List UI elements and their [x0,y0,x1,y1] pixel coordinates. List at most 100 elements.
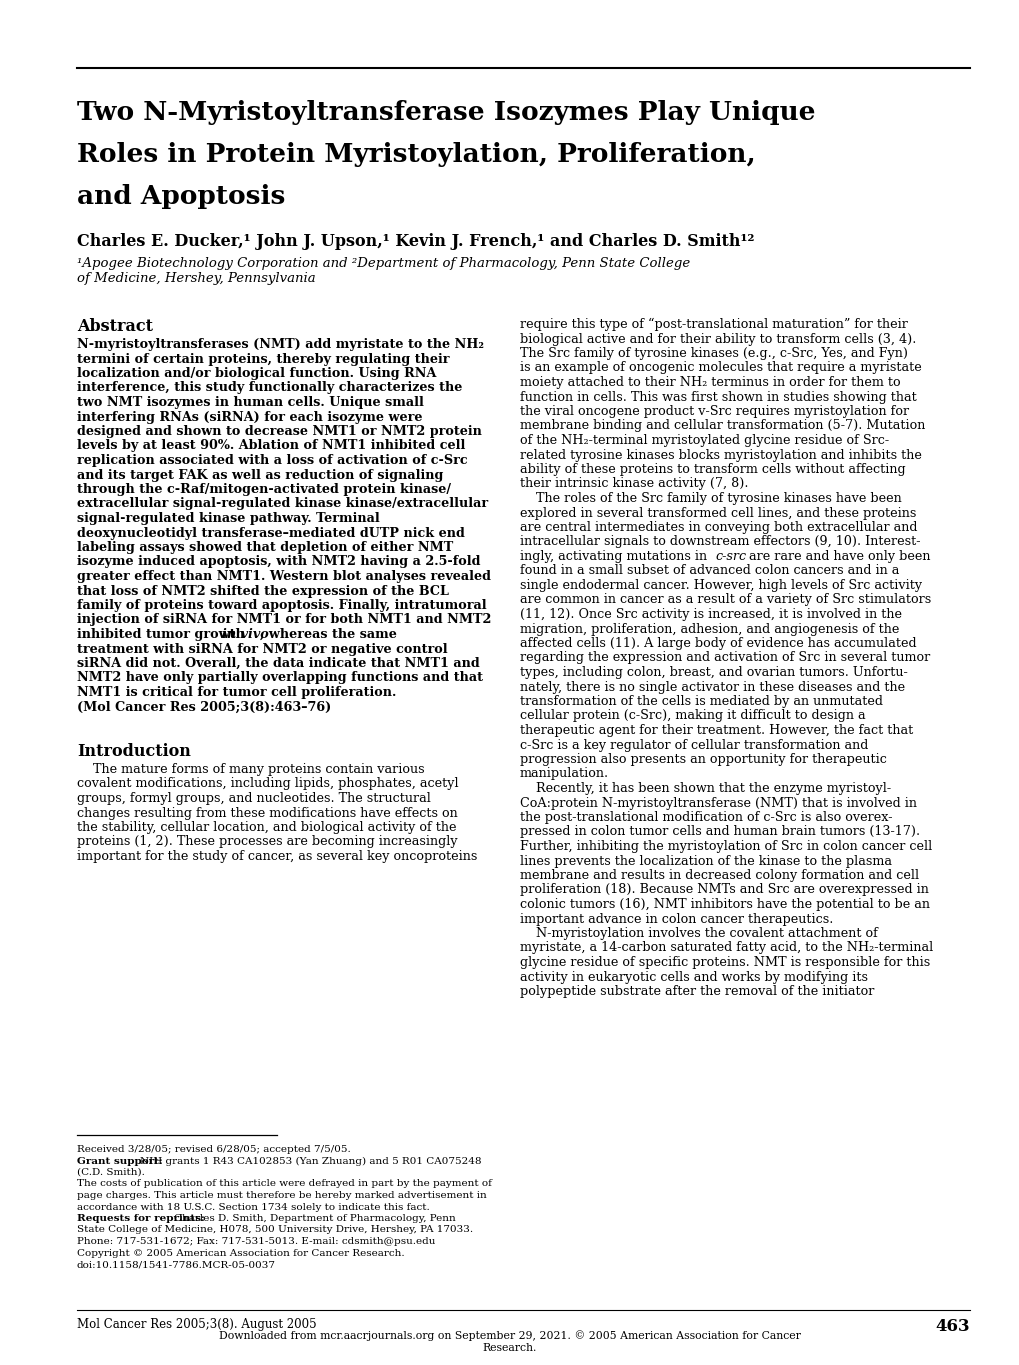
Text: groups, formyl groups, and nucleotides. The structural: groups, formyl groups, and nucleotides. … [76,792,430,805]
Text: interfering RNAs (siRNA) for each isozyme were: interfering RNAs (siRNA) for each isozym… [76,411,422,423]
Text: inhibited tumor growth: inhibited tumor growth [76,628,249,642]
Text: Copyright © 2005 American Association for Cancer Research.: Copyright © 2005 American Association fo… [76,1249,405,1257]
Text: migration, proliferation, adhesion, and angiogenesis of the: migration, proliferation, adhesion, and … [520,622,899,636]
Text: termini of certain proteins, thereby regulating their: termini of certain proteins, thereby reg… [76,352,449,366]
Text: Research.: Research. [482,1343,537,1353]
Text: deoxynucleotidyl transferase–mediated dUTP nick end: deoxynucleotidyl transferase–mediated dU… [76,527,465,539]
Text: 463: 463 [934,1319,969,1335]
Text: , whereas the same: , whereas the same [260,628,396,642]
Text: moiety attached to their NH₂ terminus in order for them to: moiety attached to their NH₂ terminus in… [520,375,900,389]
Text: require this type of “post-translational maturation” for their: require this type of “post-translational… [520,318,907,332]
Text: covalent modifications, including lipids, phosphates, acetyl: covalent modifications, including lipids… [76,778,459,790]
Text: membrane and results in decreased colony formation and cell: membrane and results in decreased colony… [520,870,918,882]
Text: Roles in Protein Myristoylation, Proliferation,: Roles in Protein Myristoylation, Prolife… [76,142,755,167]
Text: page charges. This article must therefore be hereby marked advertisement in: page charges. This article must therefor… [76,1192,486,1200]
Text: Further, inhibiting the myristoylation of Src in colon cancer cell: Further, inhibiting the myristoylation o… [520,839,931,853]
Text: is an example of oncogenic molecules that require a myristate: is an example of oncogenic molecules tha… [520,362,921,374]
Text: ingly, activating mutations in: ingly, activating mutations in [520,550,710,562]
Text: ability of these proteins to transform cells without affecting: ability of these proteins to transform c… [520,463,905,476]
Text: injection of siRNA for NMT1 or for both NMT1 and NMT2: injection of siRNA for NMT1 or for both … [76,613,491,627]
Text: their intrinsic kinase activity (7, 8).: their intrinsic kinase activity (7, 8). [520,478,748,490]
Text: Abstract: Abstract [76,318,153,334]
Text: manipulation.: manipulation. [520,767,608,781]
Text: regarding the expression and activation of Src in several tumor: regarding the expression and activation … [520,651,929,665]
Text: interference, this study functionally characterizes the: interference, this study functionally ch… [76,381,462,394]
Text: c-src: c-src [714,550,745,562]
Text: Phone: 717-531-1672; Fax: 717-531-5013. E-mail: cdsmith@psu.edu: Phone: 717-531-1672; Fax: 717-531-5013. … [76,1237,435,1246]
Text: The roles of the Src family of tyrosine kinases have been: The roles of the Src family of tyrosine … [520,491,901,505]
Text: Received 3/28/05; revised 6/28/05; accepted 7/5/05.: Received 3/28/05; revised 6/28/05; accep… [76,1145,351,1153]
Text: Charles E. Ducker,¹ John J. Upson,¹ Kevin J. French,¹ and Charles D. Smith¹²: Charles E. Ducker,¹ John J. Upson,¹ Kevi… [76,233,754,250]
Text: types, including colon, breast, and ovarian tumors. Unfortu-: types, including colon, breast, and ovar… [520,666,907,678]
Text: through the c-Raf/mitogen-activated protein kinase/: through the c-Raf/mitogen-activated prot… [76,483,450,495]
Text: family of proteins toward apoptosis. Finally, intratumoral: family of proteins toward apoptosis. Fin… [76,599,486,612]
Text: Recently, it has been shown that the enzyme myristoyl-: Recently, it has been shown that the enz… [520,782,891,794]
Text: intracellular signals to downstream effectors (9, 10). Interest-: intracellular signals to downstream effe… [520,535,919,549]
Text: found in a small subset of advanced colon cancers and in a: found in a small subset of advanced colo… [520,565,899,577]
Text: treatment with siRNA for NMT2 or negative control: treatment with siRNA for NMT2 or negativ… [76,643,447,655]
Text: The mature forms of many proteins contain various: The mature forms of many proteins contai… [76,763,424,775]
Text: are common in cancer as a result of a variety of Src stimulators: are common in cancer as a result of a va… [520,594,930,606]
Text: single endodermal cancer. However, high levels of Src activity: single endodermal cancer. However, high … [520,579,921,592]
Text: c-Src is a key regulator of cellular transformation and: c-Src is a key regulator of cellular tra… [520,738,867,752]
Text: localization and/or biological function. Using RNA: localization and/or biological function.… [76,367,436,379]
Text: biological active and for their ability to transform cells (3, 4).: biological active and for their ability … [520,333,915,345]
Text: cellular protein (c-Src), making it difficult to design a: cellular protein (c-Src), making it diff… [520,710,865,722]
Text: Requests for reprints:: Requests for reprints: [76,1213,208,1223]
Text: two NMT isozymes in human cells. Unique small: two NMT isozymes in human cells. Unique … [76,396,424,410]
Text: Downloaded from mcr.aacrjournals.org on September 29, 2021. © 2005 American Asso: Downloaded from mcr.aacrjournals.org on … [219,1330,800,1340]
Text: doi:10.1158/1541-7786.MCR-05-0037: doi:10.1158/1541-7786.MCR-05-0037 [76,1260,276,1269]
Text: designed and shown to decrease NMT1 or NMT2 protein: designed and shown to decrease NMT1 or N… [76,425,481,438]
Text: and its target FAK as well as reduction of signaling: and its target FAK as well as reduction … [76,468,443,482]
Text: (C.D. Smith).: (C.D. Smith). [76,1168,145,1177]
Text: ¹Apogee Biotechnology Corporation and ²Department of Pharmacology, Penn State Co: ¹Apogee Biotechnology Corporation and ²D… [76,257,690,270]
Text: Grant support:: Grant support: [76,1156,166,1166]
Text: accordance with 18 U.S.C. Section 1734 solely to indicate this fact.: accordance with 18 U.S.C. Section 1734 s… [76,1203,429,1212]
Text: NMT1 is critical for tumor cell proliferation.: NMT1 is critical for tumor cell prolifer… [76,687,396,699]
Text: the stability, cellular location, and biological activity of the: the stability, cellular location, and bi… [76,820,457,834]
Text: explored in several transformed cell lines, and these proteins: explored in several transformed cell lin… [520,506,915,520]
Text: are central intermediates in conveying both extracellular and: are central intermediates in conveying b… [520,521,917,534]
Text: important advance in colon cancer therapeutics.: important advance in colon cancer therap… [520,912,833,925]
Text: and Apoptosis: and Apoptosis [76,184,285,209]
Text: function in cells. This was first shown in studies showing that: function in cells. This was first shown … [520,390,916,404]
Text: levels by at least 90%. Ablation of NMT1 inhibited cell: levels by at least 90%. Ablation of NMT1… [76,440,465,453]
Text: proteins (1, 2). These processes are becoming increasingly: proteins (1, 2). These processes are bec… [76,835,458,849]
Text: greater effect than NMT1. Western blot analyses revealed: greater effect than NMT1. Western blot a… [76,571,490,583]
Text: membrane binding and cellular transformation (5-7). Mutation: membrane binding and cellular transforma… [520,419,924,433]
Text: progression also presents an opportunity for therapeutic: progression also presents an opportunity… [520,753,886,766]
Text: activity in eukaryotic cells and works by modifying its: activity in eukaryotic cells and works b… [520,971,867,984]
Text: Charles D. Smith, Department of Pharmacology, Penn: Charles D. Smith, Department of Pharmaco… [173,1213,454,1223]
Text: NIH grants 1 R43 CA102853 (Yan Zhuang) and 5 R01 CA075248: NIH grants 1 R43 CA102853 (Yan Zhuang) a… [140,1156,481,1166]
Text: of Medicine, Hershey, Pennsylvania: of Medicine, Hershey, Pennsylvania [76,272,315,285]
Text: (11, 12). Once Src activity is increased, it is involved in the: (11, 12). Once Src activity is increased… [520,607,901,621]
Text: signal-regulated kinase pathway. Terminal: signal-regulated kinase pathway. Termina… [76,512,379,526]
Text: (Mol Cancer Res 2005;3(8):463–76): (Mol Cancer Res 2005;3(8):463–76) [76,700,331,714]
Text: CoA:protein N-myristoyltransferase (NMT) that is involved in: CoA:protein N-myristoyltransferase (NMT)… [520,797,916,809]
Text: isozyme induced apoptosis, with NMT2 having a 2.5-fold: isozyme induced apoptosis, with NMT2 hav… [76,556,480,568]
Text: Mol Cancer Res 2005;3(8). August 2005: Mol Cancer Res 2005;3(8). August 2005 [76,1319,316,1331]
Text: pressed in colon tumor cells and human brain tumors (13-17).: pressed in colon tumor cells and human b… [520,826,919,838]
Text: glycine residue of specific proteins. NMT is responsible for this: glycine residue of specific proteins. NM… [520,955,929,969]
Text: transformation of the cells is mediated by an unmutated: transformation of the cells is mediated … [520,695,882,708]
Text: The costs of publication of this article were defrayed in part by the payment of: The costs of publication of this article… [76,1179,491,1189]
Text: related tyrosine kinases blocks myristoylation and inhibits the: related tyrosine kinases blocks myristoy… [520,449,921,461]
Text: replication associated with a loss of activation of c-Src: replication associated with a loss of ac… [76,455,467,467]
Text: N-myristoyltransferases (NMT) add myristate to the NH₂: N-myristoyltransferases (NMT) add myrist… [76,339,484,351]
Text: changes resulting from these modifications have effects on: changes resulting from these modificatio… [76,807,458,819]
Text: that loss of NMT2 shifted the expression of the BCL: that loss of NMT2 shifted the expression… [76,584,448,598]
Text: important for the study of cancer, as several key oncoproteins: important for the study of cancer, as se… [76,850,477,863]
Text: siRNA did not. Overall, the data indicate that NMT1 and: siRNA did not. Overall, the data indicat… [76,657,479,670]
Text: proliferation (18). Because NMTs and Src are overexpressed in: proliferation (18). Because NMTs and Src… [520,883,928,897]
Text: N-myristoylation involves the covalent attachment of: N-myristoylation involves the covalent a… [520,927,877,940]
Text: Two N-Myristoyltransferase Isozymes Play Unique: Two N-Myristoyltransferase Isozymes Play… [76,100,815,126]
Text: extracellular signal-regulated kinase kinase/extracellular: extracellular signal-regulated kinase ki… [76,497,488,511]
Text: the post-translational modification of c-Src is also overex-: the post-translational modification of c… [520,811,892,824]
Text: polypeptide substrate after the removal of the initiator: polypeptide substrate after the removal … [520,986,873,998]
Text: affected cells (11). A large body of evidence has accumulated: affected cells (11). A large body of evi… [520,637,916,650]
Text: Introduction: Introduction [76,743,191,760]
Text: nately, there is no single activator in these diseases and the: nately, there is no single activator in … [520,681,904,693]
Text: lines prevents the localization of the kinase to the plasma: lines prevents the localization of the k… [520,854,892,868]
Text: myristate, a 14-carbon saturated fatty acid, to the NH₂-terminal: myristate, a 14-carbon saturated fatty a… [520,942,932,954]
Text: labeling assays showed that depletion of either NMT: labeling assays showed that depletion of… [76,541,452,554]
